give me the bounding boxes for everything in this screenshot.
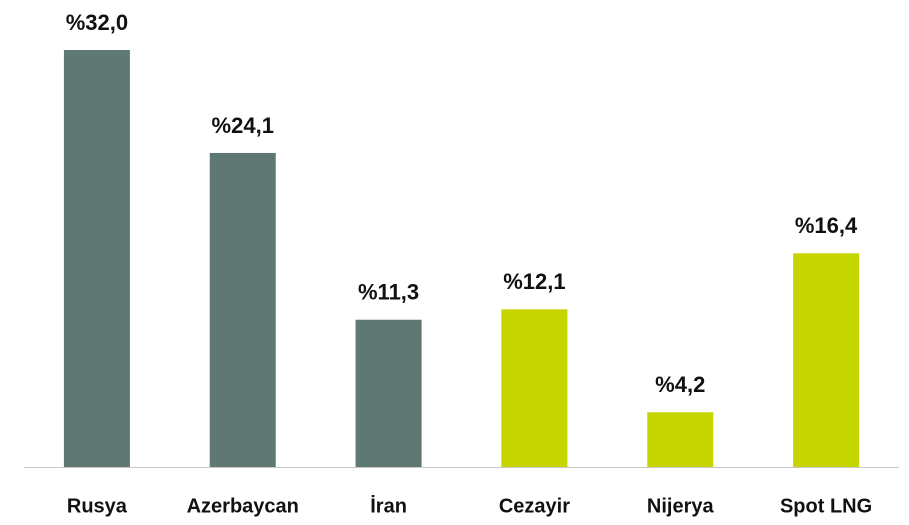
x-tick-label: Azerbaycan (187, 495, 299, 517)
x-tick-label: Cezayir (499, 495, 570, 517)
bar (355, 319, 422, 467)
value-label: %4,2 (655, 372, 705, 397)
value-label: %16,4 (795, 213, 858, 238)
x-tick-label: İran (370, 494, 407, 517)
bar (63, 50, 130, 467)
x-tick-label: Spot LNG (780, 495, 872, 517)
value-label: %11,3 (358, 280, 419, 305)
bar (501, 309, 568, 467)
value-label: %32,0 (66, 10, 128, 35)
x-tick-label: Rusya (67, 495, 128, 517)
x-tick-label: Nijerya (647, 495, 715, 517)
bar (647, 412, 714, 467)
value-label: %24,1 (212, 113, 274, 138)
value-label: %12,1 (503, 269, 565, 294)
bar (209, 152, 276, 467)
bar (793, 253, 860, 467)
